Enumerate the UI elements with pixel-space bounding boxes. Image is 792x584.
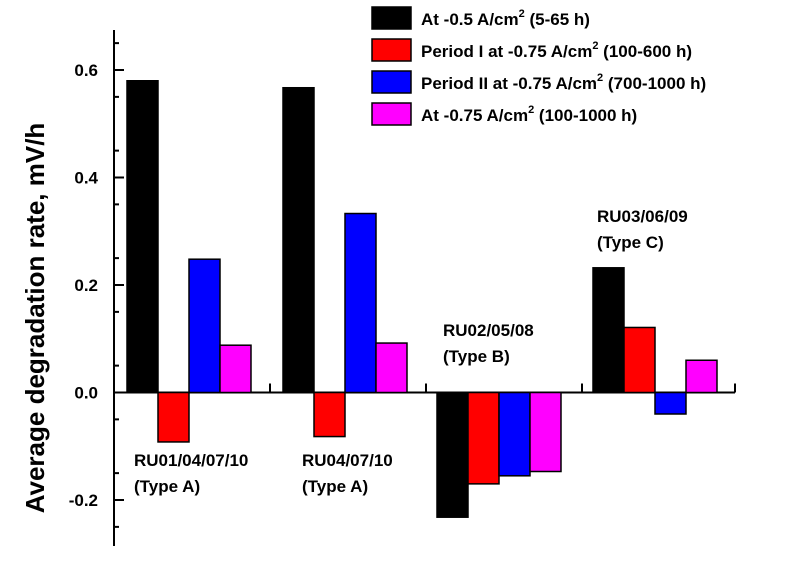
bar-4-group-4 <box>685 359 718 394</box>
legend-label-4: At -0.75 A/cm2 (100-1000 h) <box>421 104 637 125</box>
group-annotation-3: (Type B) <box>443 347 510 366</box>
bar-2-group-2 <box>313 391 346 438</box>
y-tick-label: -0.2 <box>69 491 98 510</box>
group-annotation-4: RU03/06/09 <box>597 207 688 226</box>
y-tick-label: 0.6 <box>74 61 98 80</box>
legend-swatch-1 <box>371 6 412 30</box>
group-annotation-3: RU02/05/08 <box>443 321 534 340</box>
group-annotation-1: RU01/04/07/10 <box>134 451 248 470</box>
bar-3-group-2 <box>344 212 377 394</box>
bar-2-group-1 <box>157 391 190 443</box>
group-annotation-4: (Type C) <box>597 233 664 252</box>
bar-3-group-1 <box>188 258 221 394</box>
legend: At -0.5 A/cm2 (5-65 h) Period I at -0.75 … <box>371 6 706 126</box>
group-annotation-2: (Type A) <box>302 477 368 496</box>
group-annotation-1: (Type A) <box>134 477 200 496</box>
bar-1-group-4 <box>592 267 625 394</box>
bar-1-group-1 <box>126 80 159 394</box>
y-tick-label: 0.2 <box>74 276 98 295</box>
legend-swatch-4 <box>371 102 412 126</box>
legend-swatch-2 <box>371 38 412 62</box>
bars <box>126 80 718 518</box>
y-tick-label: 0.0 <box>74 384 98 403</box>
bar-1-group-3 <box>436 391 469 518</box>
bar-4-group-1 <box>219 344 252 394</box>
legend-swatch-3 <box>371 70 412 94</box>
bar-2-group-3 <box>467 391 500 485</box>
y-axis-title: Average degradation rate, mV/h <box>20 123 50 514</box>
bar-2-group-4 <box>623 326 656 394</box>
group-annotation-2: RU04/07/10 <box>302 451 393 470</box>
legend-label-1: At -0.5 A/cm2 (5-65 h) <box>421 8 590 29</box>
legend-label-2: Period I at -0.75 A/cm2 (100-600 h) <box>421 40 692 61</box>
legend-label-3: Period II at -0.75 A/cm2 (700-1000 h) <box>421 72 706 93</box>
bar-3-group-3 <box>498 391 531 477</box>
bar-4-group-3 <box>529 391 562 473</box>
y-tick-label: 0.4 <box>74 169 98 188</box>
bar-3-group-4 <box>654 391 687 415</box>
bar-4-group-2 <box>375 342 408 394</box>
annotations: RU01/04/07/10 (Type A) RU04/07/10 (Type A) R… <box>134 207 688 496</box>
bar-1-group-2 <box>282 86 315 394</box>
